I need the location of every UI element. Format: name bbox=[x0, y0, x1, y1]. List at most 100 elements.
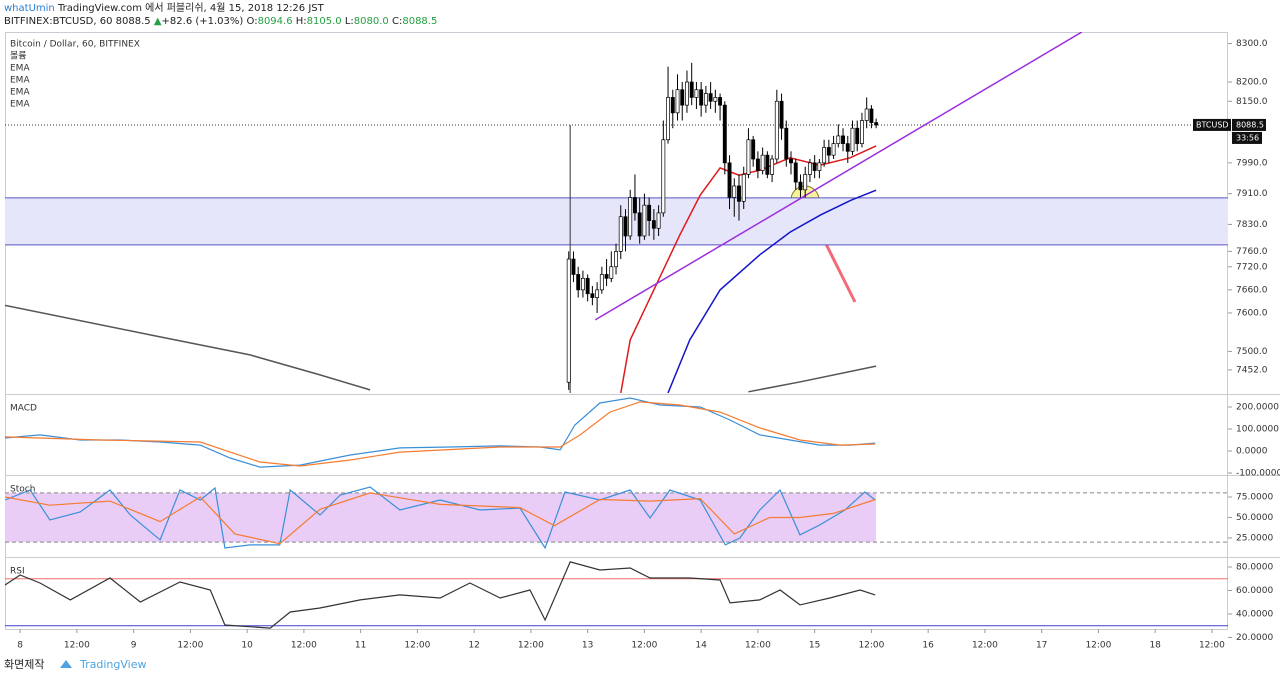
x-tick-label: 12:00 bbox=[177, 641, 203, 651]
candle-body bbox=[661, 139, 666, 214]
x-tick-label: 12:00 bbox=[1199, 641, 1225, 651]
y-tick-label: 7990.0 bbox=[1236, 158, 1268, 168]
candle-body bbox=[718, 97, 723, 106]
indicator-line bbox=[5, 492, 876, 545]
x-tick-label: 16 bbox=[922, 641, 934, 651]
h-value: 8105.0 bbox=[306, 16, 342, 27]
panel-title: RSI bbox=[10, 567, 25, 577]
y-tick-label: 7660.0 bbox=[1236, 285, 1268, 295]
candle-body bbox=[746, 139, 751, 175]
indicator-line bbox=[5, 486, 876, 550]
y-tick-label: 60.0000 bbox=[1236, 586, 1273, 596]
y-tick-label: 8200.0 bbox=[1236, 78, 1268, 88]
symbol-box bbox=[1193, 118, 1231, 131]
y-tick-label: 8150.0 bbox=[1236, 97, 1268, 107]
candle-body bbox=[836, 135, 841, 144]
x-tick-label: 14 bbox=[695, 641, 707, 651]
candle-body bbox=[685, 81, 689, 106]
x-tick-label: 12:00 bbox=[858, 641, 884, 651]
candle-body bbox=[826, 147, 831, 156]
x-tick-label: 13 bbox=[582, 641, 593, 651]
brand-logo bbox=[60, 660, 72, 668]
legend-entry: EMA bbox=[10, 64, 30, 74]
candle-body bbox=[779, 100, 784, 129]
y-tick-label: -100.0000 bbox=[1236, 469, 1280, 479]
candle-body bbox=[623, 216, 628, 237]
candle-body bbox=[784, 127, 789, 160]
footer-credit: 화면제작 bbox=[4, 658, 44, 671]
candle-body bbox=[864, 108, 869, 121]
y-tick-label: 80.0000 bbox=[1236, 562, 1273, 572]
candle-body bbox=[680, 89, 685, 106]
y-tick-label: 7760.0 bbox=[1236, 247, 1268, 257]
candle-body bbox=[755, 158, 760, 171]
panel-3 bbox=[5, 561, 1228, 629]
candle-body bbox=[614, 251, 618, 268]
x-tick-label: 12:00 bbox=[291, 641, 317, 651]
candle-body bbox=[812, 162, 817, 171]
candle-body bbox=[722, 104, 727, 164]
legend-entry: 볼륨 bbox=[10, 51, 27, 62]
y-tick-label: 7500.0 bbox=[1236, 347, 1268, 357]
candle-body bbox=[618, 216, 623, 252]
candle-body bbox=[576, 274, 581, 291]
panel-2 bbox=[5, 486, 1228, 550]
y-tick-label: 200.0000 bbox=[1236, 403, 1279, 413]
legend-entry: EMA bbox=[10, 100, 30, 110]
header: whatUmin TradingView.com 에서 퍼블리쉬, 4월 15,… bbox=[4, 2, 437, 28]
x-tick-label: 12:00 bbox=[972, 641, 998, 651]
y-tick-label: 50.0000 bbox=[1236, 513, 1273, 523]
y-tick-label: 7830.0 bbox=[1236, 220, 1268, 230]
candle-body bbox=[831, 143, 836, 156]
x-tick-label: 9 bbox=[131, 641, 137, 651]
y-tick-label: 7600.0 bbox=[1236, 308, 1268, 318]
candle-body bbox=[850, 127, 855, 152]
candle-body bbox=[817, 162, 822, 171]
indicator-line bbox=[5, 561, 876, 629]
candle-body bbox=[585, 277, 590, 295]
x-tick-label: 15 bbox=[809, 641, 820, 651]
candle-body bbox=[803, 174, 808, 191]
panel-title: Stoch bbox=[10, 485, 35, 495]
change-arrow: ▲ bbox=[153, 16, 162, 27]
candle-body bbox=[789, 158, 793, 164]
candle-body bbox=[760, 154, 765, 171]
x-tick-label: 17 bbox=[1036, 641, 1047, 651]
x-tick-label: 10 bbox=[241, 641, 253, 651]
c-value: 8088.5 bbox=[402, 16, 438, 27]
candle-body bbox=[580, 277, 585, 291]
candle-body bbox=[590, 293, 595, 298]
legend-entry: EMA bbox=[10, 88, 30, 98]
y-tick-label: 7910.0 bbox=[1236, 189, 1268, 199]
candle-body bbox=[860, 120, 864, 144]
panel-title: MACD bbox=[10, 404, 37, 414]
candle-body bbox=[793, 162, 798, 183]
x-tick-label: 8 bbox=[17, 641, 23, 651]
candle-body bbox=[874, 122, 879, 126]
candle-body bbox=[845, 143, 850, 152]
trendline bbox=[594, 32, 1083, 321]
candle-body bbox=[774, 100, 779, 160]
candle-body bbox=[675, 89, 680, 114]
legend-entry: EMA bbox=[10, 76, 30, 86]
plot-border bbox=[5, 32, 1228, 630]
indicator-line bbox=[5, 304, 371, 391]
candle-body bbox=[609, 266, 614, 279]
candle-body bbox=[642, 204, 647, 237]
frame bbox=[5, 32, 1280, 630]
x-tick-label: 12:00 bbox=[64, 641, 90, 651]
published: TradingView.com 에서 퍼블리쉬, 4월 15, 2018 12:… bbox=[57, 3, 324, 14]
indicator-line bbox=[667, 189, 877, 393]
y-tick-label: 7720.0 bbox=[1236, 262, 1268, 272]
candle-body bbox=[656, 212, 661, 229]
price-box bbox=[1232, 118, 1266, 131]
candle-body bbox=[737, 185, 741, 202]
symbol-label: BTCUSD bbox=[1196, 120, 1229, 129]
y-tick-label: 100.0000 bbox=[1236, 425, 1279, 435]
author: whatUmin bbox=[4, 3, 55, 14]
candle-body bbox=[841, 135, 845, 144]
countdown-box bbox=[1232, 131, 1262, 144]
candle-body bbox=[571, 258, 576, 275]
candle-body bbox=[647, 204, 652, 221]
panel-title: Bitcoin / Dollar, 60, BITFINEX bbox=[10, 40, 140, 50]
